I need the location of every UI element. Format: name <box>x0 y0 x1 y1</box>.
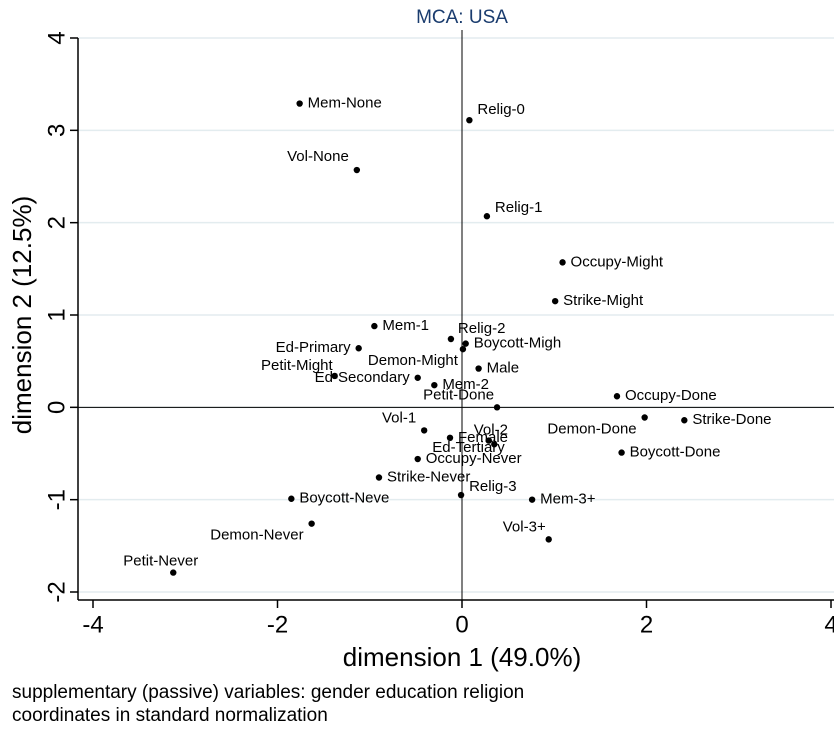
point-label: Vol-2 <box>474 422 508 439</box>
x-tick-label: 0 <box>455 611 468 638</box>
point <box>485 437 492 444</box>
y-tick-label: 0 <box>43 401 70 414</box>
point <box>613 393 621 400</box>
point-label: Ed-Secondary <box>315 369 411 386</box>
x-tick-label: 4 <box>824 611 834 638</box>
point-label: Relig-3 <box>469 478 517 495</box>
x-tick-label: 2 <box>640 611 653 638</box>
y-tick-label: 4 <box>43 31 70 44</box>
point-label: Ed-Tertiary <box>432 439 505 456</box>
point-label: Relig-1 <box>495 199 543 216</box>
point-label: Boycott-Done <box>630 444 721 461</box>
point <box>466 116 473 124</box>
chart-title: MCA: USA <box>416 7 508 28</box>
point <box>545 536 552 543</box>
point <box>296 100 303 107</box>
point-label: Mem-3+ <box>540 491 596 508</box>
point <box>551 297 559 305</box>
point-label: Mem-2 <box>442 376 489 393</box>
point <box>475 365 482 372</box>
point-label: Occupy-Never <box>426 450 522 467</box>
point-label: Occupy-Might <box>571 253 664 270</box>
point <box>559 259 566 266</box>
point <box>681 417 688 424</box>
point <box>446 434 454 442</box>
note: coordinates in standard normalization <box>12 705 328 726</box>
point <box>447 335 455 343</box>
point <box>528 496 536 503</box>
point-label: Mem-1 <box>382 317 429 334</box>
point <box>355 345 362 352</box>
point-label: Demon-Done <box>547 420 636 437</box>
point <box>641 414 648 421</box>
point-label: Male <box>487 360 520 377</box>
point <box>288 495 295 502</box>
point-label: Strike-Never <box>387 468 470 485</box>
point <box>331 372 338 380</box>
point-label: Strike-Might <box>563 292 644 309</box>
point <box>457 491 465 499</box>
point <box>491 441 498 448</box>
x-tick-label: -4 <box>82 611 103 638</box>
point <box>353 166 361 174</box>
note: supplementary (passive) variables: gende… <box>12 682 524 703</box>
point <box>308 520 315 527</box>
y-tick-label: 3 <box>43 124 70 137</box>
point-label: Boycott-Migh <box>474 335 562 352</box>
point-label: Vol-3+ <box>503 518 546 535</box>
point-label: Relig-0 <box>477 101 525 118</box>
point-label: Occupy-Done <box>625 387 717 404</box>
point-label: Relig-2 <box>458 320 506 337</box>
point <box>493 404 501 411</box>
point <box>414 455 421 463</box>
y-tick-label: -1 <box>43 489 70 510</box>
point <box>459 345 467 353</box>
point <box>462 340 469 347</box>
point-label: Vol-None <box>287 148 349 165</box>
point <box>414 374 421 381</box>
point <box>618 449 625 456</box>
point <box>431 381 438 389</box>
point-label: Petit-Never <box>123 553 198 570</box>
point <box>483 213 491 220</box>
point-label: Ed-Primary <box>276 339 352 356</box>
point-label: Demon-Never <box>210 527 303 544</box>
y-axis-title: dimension 2 (12.5%) <box>7 196 37 434</box>
point <box>420 427 428 434</box>
point-label: Demon-Might <box>368 352 459 369</box>
point-label: Strike-Done <box>692 411 771 428</box>
point <box>371 322 378 330</box>
x-axis-title: dimension 1 (49.0%) <box>343 642 581 672</box>
point-label: Petit-Done <box>423 386 494 403</box>
point-label: Boycott-Neve <box>299 490 389 507</box>
point-label: Mem-None <box>308 95 382 112</box>
y-tick-label: 2 <box>43 216 70 229</box>
point <box>170 569 177 576</box>
y-tick-label: -2 <box>43 581 70 602</box>
y-tick-label: 1 <box>43 308 70 321</box>
point-label: Petit-Might <box>261 357 334 374</box>
point <box>375 474 383 481</box>
point-label: Vol-1 <box>382 409 416 426</box>
x-tick-label: -2 <box>267 611 288 638</box>
